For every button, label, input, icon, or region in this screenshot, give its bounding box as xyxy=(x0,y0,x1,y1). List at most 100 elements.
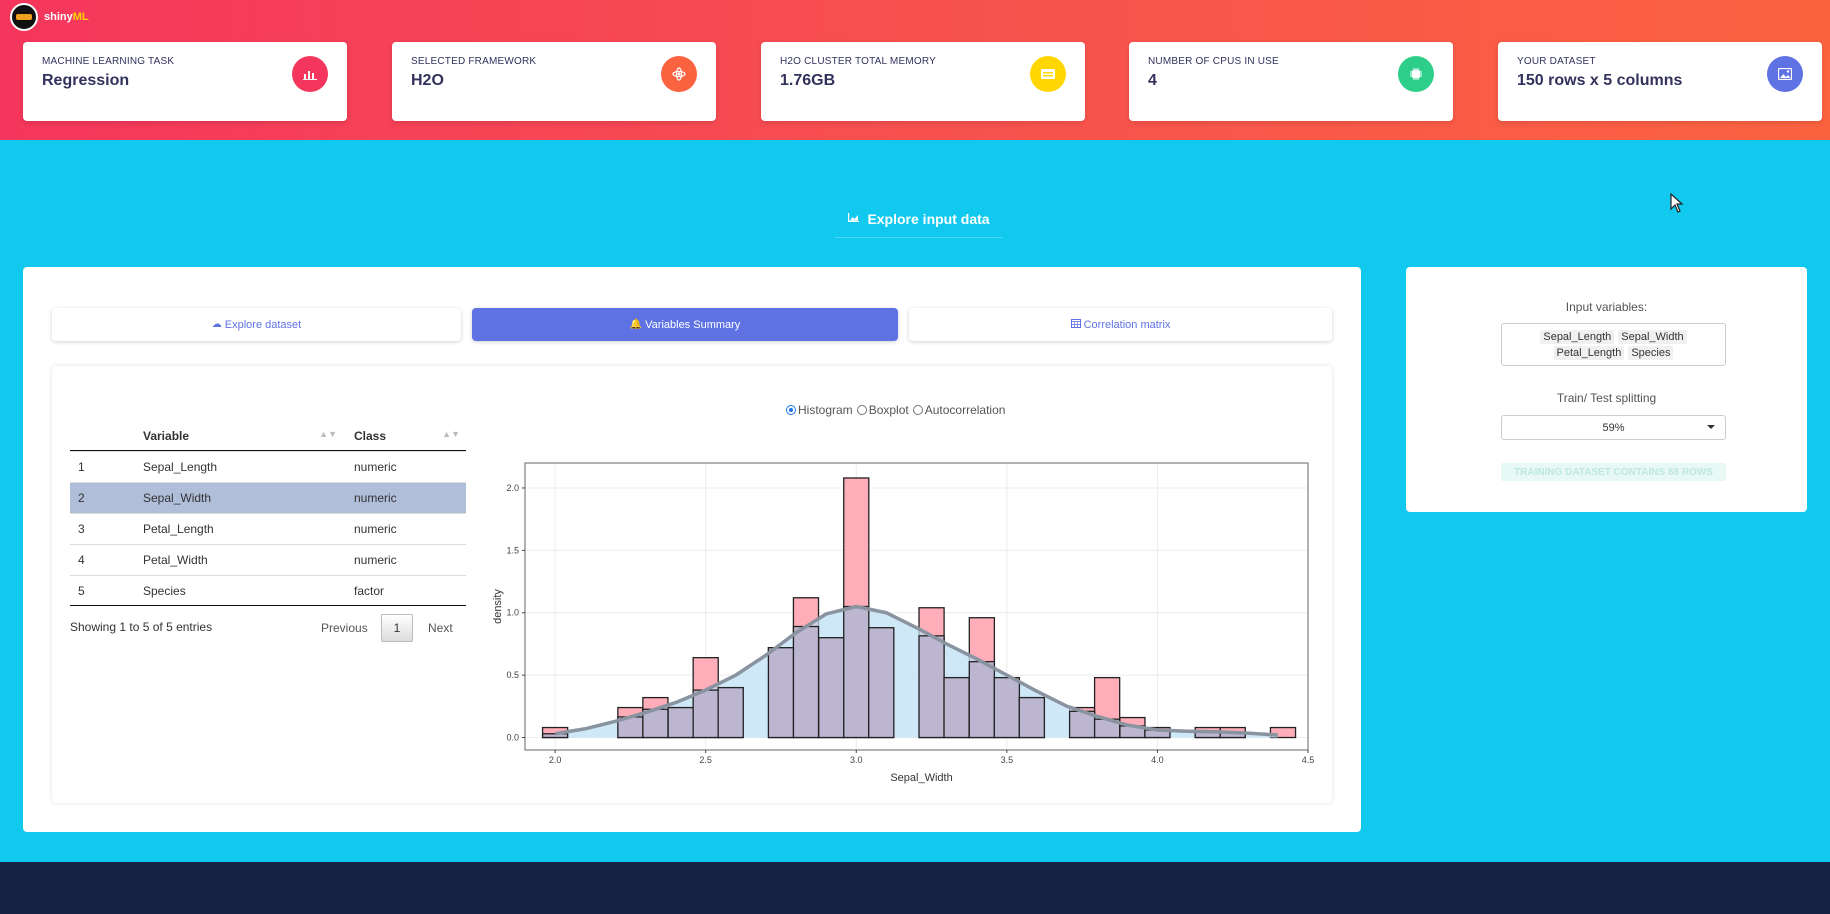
row-index: 1 xyxy=(78,460,85,474)
stat-card-dataset: YOUR DATASET 150 rows x 5 columns xyxy=(1498,42,1822,121)
histogram-overlap-bar xyxy=(1018,696,1046,739)
plot-frame xyxy=(524,462,1309,751)
row-variable: Sepal_Length xyxy=(143,460,218,474)
radio-dot[interactable] xyxy=(856,405,867,415)
y-axis-label: density xyxy=(492,589,504,624)
histogram-overlap-bar xyxy=(767,647,795,739)
radio-autocorrelation[interactable]: Autocorrelation xyxy=(912,403,1005,417)
histogram-bar xyxy=(1269,726,1297,739)
x-tick-label: 2.0 xyxy=(549,755,562,765)
stat-value: 1.76GB xyxy=(780,72,836,89)
table-row[interactable]: 2 Sepal_Width numeric xyxy=(70,482,466,513)
image-icon xyxy=(1767,56,1803,92)
tab-variables-summary[interactable]: 🔔 Variables Summary xyxy=(472,308,898,341)
row-class: numeric xyxy=(354,522,397,536)
row-class: numeric xyxy=(354,553,397,567)
histogram-overlap-bar xyxy=(541,733,569,739)
x-tick-label: 3.5 xyxy=(1001,755,1014,765)
calendar-icon xyxy=(1070,318,1081,331)
split-dropdown[interactable]: 59% xyxy=(1501,415,1726,440)
column-header-class[interactable]: Class ▲▼ xyxy=(354,428,460,443)
column-header-variable[interactable]: Variable ▲▼ xyxy=(143,428,337,443)
y-tick-label: 2.0 xyxy=(506,483,519,493)
footer-band xyxy=(0,862,1830,914)
table-row[interactable]: 1 Sepal_Length numeric xyxy=(70,451,466,482)
stat-value: Regression xyxy=(42,72,130,89)
tab-label: Explore dataset xyxy=(224,318,302,331)
row-class: numeric xyxy=(354,460,397,474)
stat-value: H2O xyxy=(411,72,444,89)
histogram-overlap-bar xyxy=(993,676,1021,739)
row-variable: Species xyxy=(143,583,186,598)
input-variables-label: Input variables: xyxy=(1565,300,1648,314)
input-chip[interactable]: Species xyxy=(1628,345,1674,360)
chart-area-icon xyxy=(848,212,860,225)
row-index: 5 xyxy=(78,583,85,598)
y-tick-label: 0.0 xyxy=(506,733,519,743)
input-chip[interactable]: Sepal_Length xyxy=(1540,329,1615,344)
row-index: 2 xyxy=(78,491,85,505)
settings-panel: Input variables: Sepal_Length Sepal_Widt… xyxy=(1406,267,1807,512)
training-info-badge: TRAINING DATASET CONTAINS 88 ROWS xyxy=(1501,463,1726,481)
section-title-label: Explore input data xyxy=(867,210,990,227)
table-row[interactable]: 3 Petal_Length numeric xyxy=(70,513,466,544)
tab-correlation-matrix[interactable]: Correlation matrix xyxy=(909,308,1332,341)
histogram-overlap-bar xyxy=(868,627,895,739)
atom-icon xyxy=(661,56,697,92)
stat-value: 150 rows x 5 columns xyxy=(1517,72,1683,89)
plot-type-radio-group: Histogram Boxplot Autocorrelation xyxy=(786,403,1009,417)
histogram-overlap-bar xyxy=(792,625,820,739)
table-info: Showing 1 to 5 of 5 entries xyxy=(70,620,213,634)
bell-icon: 🔔 xyxy=(629,319,643,330)
pagination-previous[interactable]: Previous xyxy=(321,621,368,635)
stat-card-cpus: NUMBER OF CPUS IN USE 4 xyxy=(1129,42,1453,121)
radio-dot[interactable] xyxy=(786,405,796,415)
histogram-overlap-bar xyxy=(968,661,996,739)
histogram-overlap-bar xyxy=(918,635,945,739)
density-line xyxy=(554,604,1278,737)
stat-label: MACHINE LEARNING TASK xyxy=(42,56,175,67)
table-row[interactable]: 4 Petal_Width numeric xyxy=(70,544,466,575)
stat-card-task: MACHINE LEARNING TASK Regression xyxy=(23,42,347,121)
histogram-overlap-bar xyxy=(943,676,970,739)
table-row[interactable]: 5 Species factor xyxy=(70,575,466,606)
tab-explore-dataset[interactable]: ☁ Explore dataset xyxy=(52,308,461,341)
table-header: Variable ▲▼ Class ▲▼ xyxy=(70,421,466,451)
radio-dot[interactable] xyxy=(912,405,923,415)
stat-label: SELECTED FRAMEWORK xyxy=(411,56,537,67)
x-tick-label: 4.5 xyxy=(1302,755,1315,765)
pagination-page-1[interactable]: 1 xyxy=(381,614,413,642)
histogram-overlap-bar xyxy=(717,686,744,739)
row-variable: Petal_Width xyxy=(143,553,208,567)
y-tick-label: 0.5 xyxy=(506,670,519,680)
pagination-next[interactable]: Next xyxy=(428,621,453,635)
input-variables-select[interactable]: Sepal_Length Sepal_Width Petal_Length Sp… xyxy=(1501,323,1726,366)
histogram-overlap-bar xyxy=(843,605,870,739)
radio-histogram[interactable]: Histogram xyxy=(786,403,853,417)
x-tick-label: 3.0 xyxy=(850,755,863,765)
mouse-cursor-icon xyxy=(1670,193,1684,213)
stat-card-memory: H2O CLUSTER TOTAL MEMORY 1.76GB xyxy=(761,42,1085,121)
stat-label: NUMBER OF CPUS IN USE xyxy=(1148,56,1279,67)
stat-value: 4 xyxy=(1148,72,1157,89)
sort-icon: ▲▼ xyxy=(319,428,337,439)
section-title[interactable]: Explore input data xyxy=(835,200,1003,238)
stat-label: H2O CLUSTER TOTAL MEMORY xyxy=(780,56,936,67)
radio-boxplot[interactable]: Boxplot xyxy=(856,403,909,417)
brand-logo-icon xyxy=(10,3,38,31)
tab-label: Correlation matrix xyxy=(1083,318,1171,331)
cpu-icon xyxy=(1398,56,1434,92)
variables-table: Variable ▲▼ Class ▲▼ 1 Sepal_Length numeri… xyxy=(70,421,466,606)
row-index: 4 xyxy=(78,553,85,567)
y-tick-label: 1.0 xyxy=(506,608,519,618)
header-band: shinyML MACHINE LEARNING TASK Regression… xyxy=(0,0,1830,140)
stat-card-framework: SELECTED FRAMEWORK H2O xyxy=(392,42,716,121)
row-index: 3 xyxy=(78,522,85,536)
input-chip[interactable]: Petal_Length xyxy=(1553,345,1625,360)
cloud-upload-icon: ☁ xyxy=(211,319,222,330)
brand[interactable]: shinyML xyxy=(10,3,89,31)
histogram-overlap-bar xyxy=(692,689,719,739)
input-chip[interactable]: Sepal_Width xyxy=(1618,329,1687,344)
x-axis-label: Sepal_Width xyxy=(890,772,952,784)
histogram-overlap-bar xyxy=(818,637,845,739)
